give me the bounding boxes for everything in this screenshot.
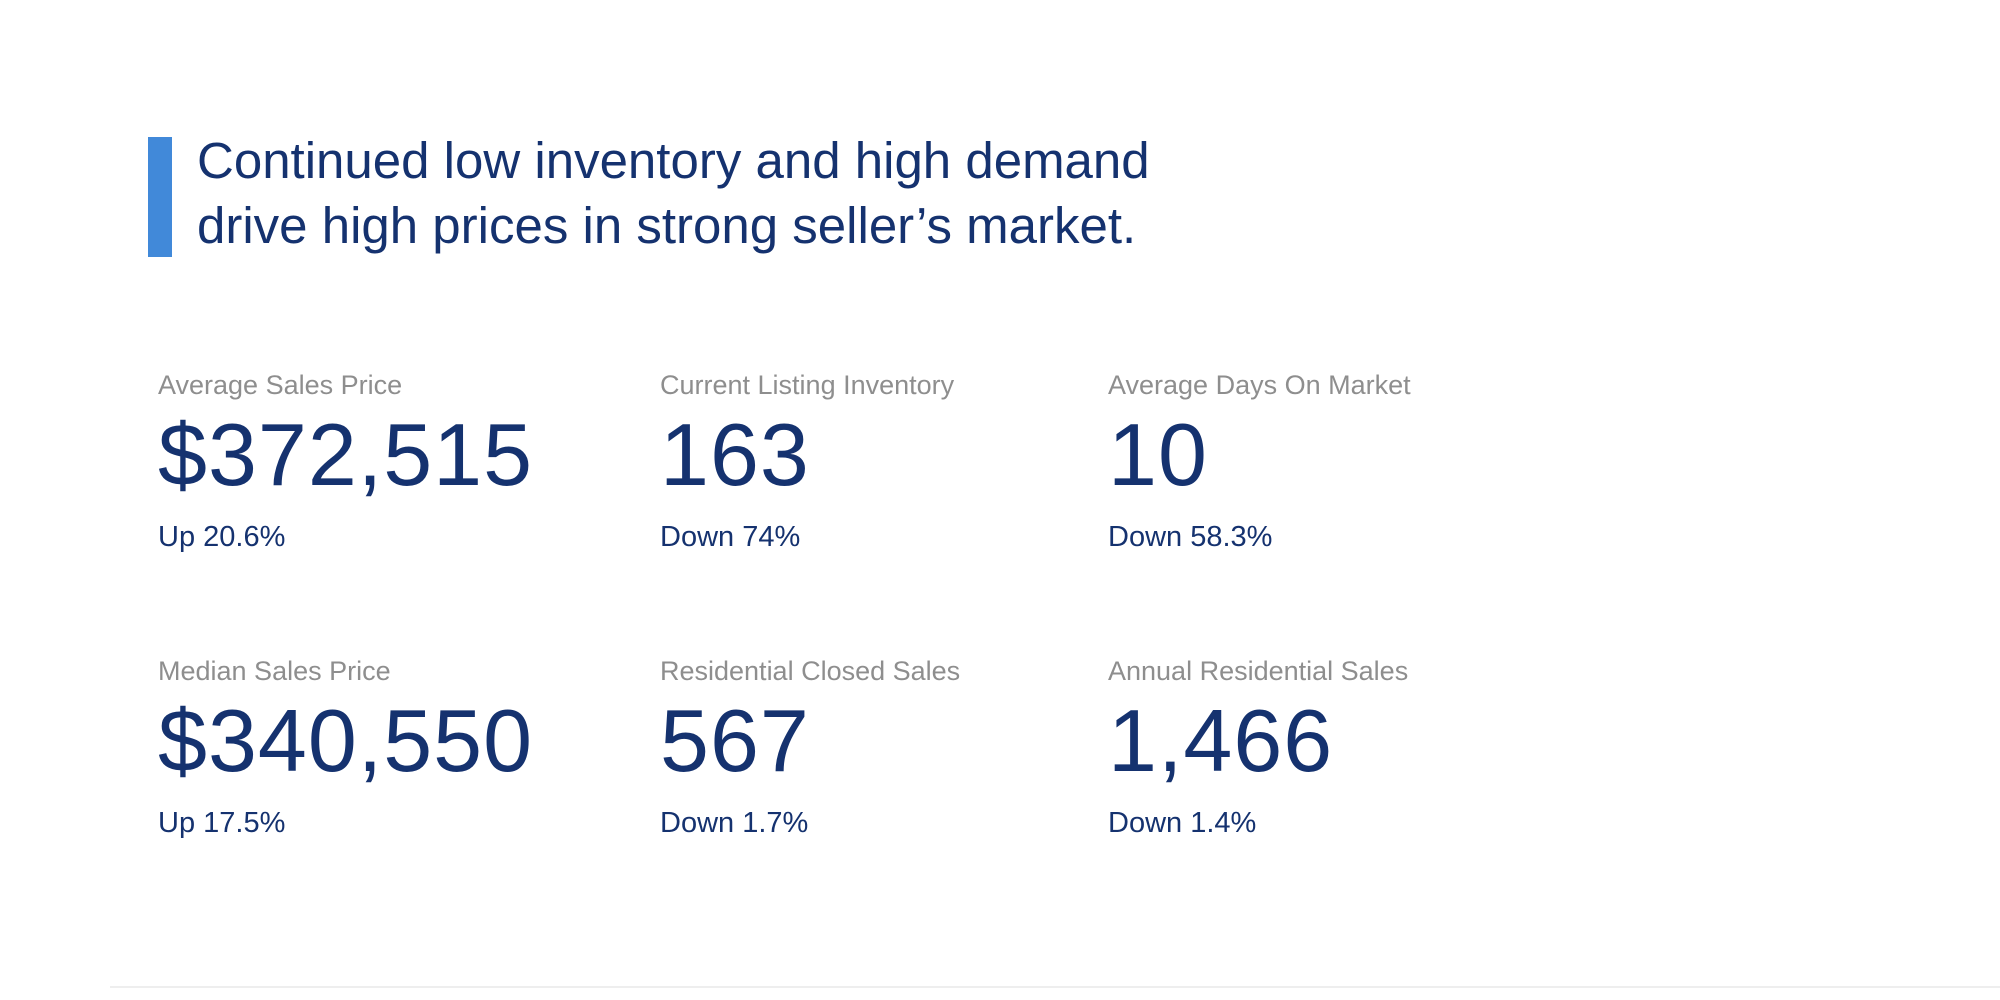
- stat-value: $340,550: [158, 691, 534, 790]
- stat-change: Down 1.4%: [1108, 807, 1257, 839]
- headline-block: Continued low inventory and high demand …: [148, 128, 1150, 258]
- stat-card-annual-residential-sales: Annual Residential Sales 1,466 Down 1.4%: [1108, 656, 1568, 840]
- stat-value: $372,515: [158, 405, 534, 504]
- stat-label: Median Sales Price: [158, 656, 391, 686]
- stat-label: Average Sales Price: [158, 370, 403, 400]
- stat-label: Annual Residential Sales: [1108, 656, 1409, 686]
- stat-change: Down 58.3%: [1108, 521, 1273, 553]
- stat-value: 163: [660, 405, 810, 504]
- stat-label: Average Days On Market: [1108, 370, 1411, 400]
- stat-card-median-sales-price: Median Sales Price $340,550 Up 17.5%: [158, 656, 618, 840]
- headline-line-2: drive high prices in strong seller’s mar…: [197, 197, 1137, 254]
- stat-change: Down 74%: [660, 521, 801, 553]
- accent-bar: [148, 137, 172, 257]
- stat-label: Residential Closed Sales: [660, 656, 961, 686]
- headline-line-1: Continued low inventory and high demand: [197, 132, 1150, 189]
- stat-change: Down 1.7%: [660, 807, 809, 839]
- stat-change: Up 20.6%: [158, 521, 286, 553]
- stat-card-residential-closed-sales: Residential Closed Sales 567 Down 1.7%: [660, 656, 1120, 840]
- stat-card-average-days-on-market: Average Days On Market 10 Down 58.3%: [1108, 370, 1568, 554]
- stat-value: 567: [660, 691, 810, 790]
- page-title: Continued low inventory and high demand …: [197, 128, 1150, 258]
- bottom-divider: [110, 986, 2000, 988]
- stat-value: 10: [1108, 405, 1208, 504]
- stat-change: Up 17.5%: [158, 807, 286, 839]
- stat-card-current-listing-inventory: Current Listing Inventory 163 Down 74%: [660, 370, 1120, 554]
- stat-value: 1,466: [1108, 691, 1334, 790]
- stat-card-average-sales-price: Average Sales Price $372,515 Up 20.6%: [158, 370, 618, 554]
- stat-label: Current Listing Inventory: [660, 370, 955, 400]
